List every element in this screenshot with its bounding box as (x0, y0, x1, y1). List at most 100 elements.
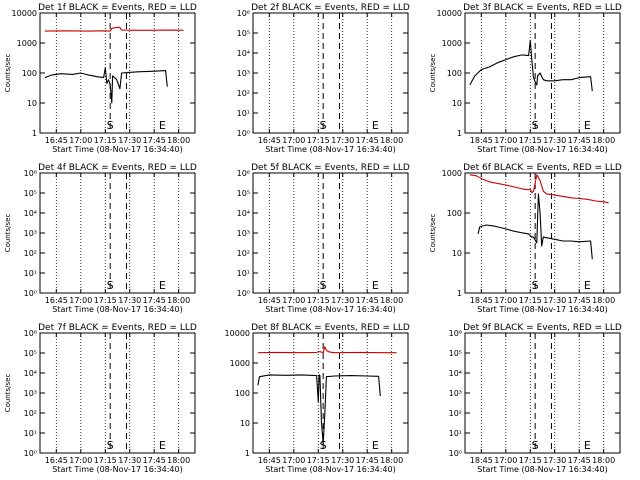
y-tick-label: 10⁵ (24, 349, 37, 358)
x-tick-label: 18:45 (470, 136, 493, 145)
plot-frame (252, 12, 409, 134)
marker-e: E (372, 439, 379, 452)
x-tick-label: 18:45 (470, 456, 493, 465)
plot-frame (464, 172, 621, 294)
x-tick-label: 17:00 (282, 136, 305, 145)
plot-frame (464, 12, 621, 134)
panel-det-5: Det 5f BLACK = Events, RED = LLD 16:45 17:… (237, 163, 410, 314)
y-tick-label: 10¹ (237, 109, 250, 118)
y-tick-label: 10³ (237, 229, 250, 238)
x-tick-label: 18:45 (470, 296, 493, 305)
x-tick-label: 18:00 (167, 296, 190, 305)
x-tick-label: 17:45 (568, 136, 591, 145)
y-tick-label: 1 (32, 129, 37, 138)
x-tick-label: 17:30 (331, 456, 354, 465)
panel-title: Det 8f BLACK = Events, RED = LLD (251, 323, 410, 333)
x-tick-label: 18:00 (592, 296, 615, 305)
y-tick-label: 10⁰ (237, 129, 250, 138)
x-axis-label: Start Time (08-Nov-17 16:34:40) (265, 305, 395, 314)
x-tick-label: 18:00 (167, 456, 190, 465)
y-tick-label: 100 (235, 389, 250, 398)
x-tick-label: 16:45 (258, 136, 281, 145)
y-tick-label: 10⁴ (24, 209, 37, 218)
y-axis-label: Counts/sec (4, 214, 12, 253)
y-tick-label: 10¹ (24, 429, 37, 438)
y-tick-label: 10000 (225, 329, 250, 338)
y-tick-label: 10⁴ (237, 49, 250, 58)
x-tick-label: 18:00 (380, 456, 403, 465)
y-tick-label: 1000 (442, 39, 462, 48)
x-tick-label: 16:45 (45, 136, 68, 145)
marker-e: E (159, 279, 166, 292)
y-tick-label: 1 (245, 449, 250, 458)
x-tick-label: 17:15 (519, 456, 542, 465)
y-tick-label: 10⁴ (24, 369, 37, 378)
x-tick-label: 17:45 (143, 296, 166, 305)
x-tick-label: 16:45 (258, 296, 281, 305)
series-events-line (469, 40, 593, 92)
plot-frame (39, 332, 196, 454)
x-tick-label: 17:45 (356, 456, 379, 465)
marker-e: E (584, 279, 591, 292)
series-events-line (477, 193, 593, 260)
plot-frame (252, 172, 409, 294)
x-axis-label: Start Time (08-Nov-17 16:34:40) (477, 145, 607, 154)
plot-frame (39, 172, 196, 294)
series-lld-line (44, 26, 184, 32)
marker-e: E (584, 119, 591, 132)
marker-s: S (320, 119, 327, 132)
y-axis-label: Counts/sec (429, 54, 437, 93)
x-axis-label: Start Time (08-Nov-17 16:34:40) (52, 145, 182, 154)
x-tick-label: 17:15 (307, 296, 330, 305)
x-tick-label: 18:00 (592, 456, 615, 465)
panel-title: Det 3f BLACK = Events, RED = LLD (463, 3, 622, 13)
y-tick-label: 10⁶ (237, 9, 250, 18)
panel-title: Det 2f BLACK = Events, RED = LLD (251, 3, 410, 13)
x-tick-label: 18:00 (380, 296, 403, 305)
x-tick-label: 17:30 (543, 296, 566, 305)
y-tick-label: 10² (237, 249, 250, 258)
y-tick-label: 10² (449, 409, 462, 418)
x-tick-label: 17:45 (143, 456, 166, 465)
x-tick-label: 17:45 (568, 456, 591, 465)
series-lld-line (469, 174, 609, 204)
y-tick-label: 10² (24, 249, 37, 258)
y-tick-label: 10³ (24, 229, 37, 238)
x-tick-label: 17:00 (69, 296, 92, 305)
panel-title: Det 5f BLACK = Events, RED = LLD (251, 163, 410, 173)
y-axis-label: Counts/sec (4, 374, 12, 413)
marker-e: E (159, 119, 166, 132)
x-tick-label: 17:30 (118, 136, 141, 145)
x-tick-label: 16:45 (45, 296, 68, 305)
x-tick-label: 17:00 (69, 456, 92, 465)
x-tick-label: 17:15 (94, 296, 117, 305)
marker-e: E (584, 439, 591, 452)
y-tick-label: 10⁵ (449, 349, 462, 358)
x-tick-label: 18:00 (380, 136, 403, 145)
x-axis-label: Start Time (08-Nov-17 16:34:40) (477, 305, 607, 314)
x-tick-label: 17:00 (494, 296, 517, 305)
y-tick-label: 10⁴ (449, 369, 462, 378)
y-tick-label: 10⁵ (237, 29, 250, 38)
y-tick-label: 10⁵ (24, 189, 37, 198)
marker-e: E (372, 279, 379, 292)
panel-det-2: Det 2f BLACK = Events, RED = LLD 16:45 17:… (237, 3, 410, 154)
y-axis-label: Counts/sec (429, 214, 437, 253)
series-events-line (257, 374, 381, 445)
x-tick-label: 17:15 (519, 136, 542, 145)
panel-title: Det 1f BLACK = Events, RED = LLD (38, 3, 197, 13)
marker-s: S (532, 279, 539, 292)
y-tick-label: 1000 (230, 359, 250, 368)
y-tick-label: 10 (27, 99, 37, 108)
x-axis-label: Start Time (08-Nov-17 16:34:40) (52, 465, 182, 474)
y-tick-label: 1000 (17, 39, 37, 48)
y-tick-label: 10⁶ (24, 329, 37, 338)
series-lld-line (257, 346, 397, 354)
x-tick-label: 17:00 (494, 136, 517, 145)
